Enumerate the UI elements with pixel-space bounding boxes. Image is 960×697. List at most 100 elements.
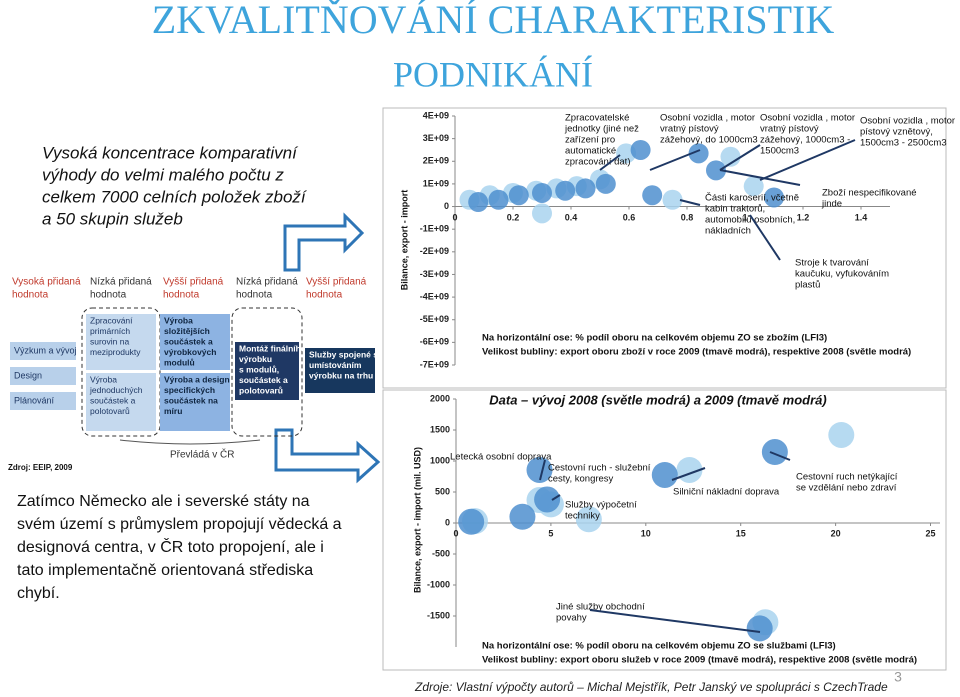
x-tick-label: 1.2 [797,212,810,222]
y-tick-label: 500 [435,486,450,496]
y-tick-label: -4E+09 [420,291,449,301]
diagram-header: Vyšší přidaná [306,277,367,288]
diagram-box-text: součástek na [164,395,218,405]
annotation: jednotky (jiné než [564,124,639,135]
annotation: plastů [795,280,820,291]
bubble [764,187,784,208]
annotation: automatické [565,146,616,157]
annotation: Osobní vozidla , motor [660,113,755,124]
stage-label: Design [14,370,42,380]
diagram-header: Nízká přidaná [90,277,152,288]
pointer-arrow [539,459,546,481]
annotation: Letecká osobní doprava [450,452,552,463]
annotation: se vzdělání nebo zdraví [796,483,897,494]
bubble [458,508,485,535]
text-line: designová centra, v ČR toto propojení, a… [17,537,324,556]
y-tick-label: 2000 [430,393,450,403]
x-tick-label: 15 [736,528,746,538]
y-tick-label: -1E+09 [420,224,449,234]
bubble [595,173,616,194]
annotation: zážehový, 1000cm3 - [760,135,850,146]
text-line: celkem 7000 celních položek zboží [42,187,308,206]
text-line: výhody do velmi malého počtu z [42,165,284,184]
diagram-box-text: surovin na [90,336,129,346]
pointer-arrow [719,169,801,186]
x-tick-label: 0.6 [623,212,636,222]
y-tick-label: -1000 [427,579,450,589]
bubble [651,461,678,488]
bubble [720,146,741,167]
diagram-box-text: polotovarů [239,385,283,395]
diagram-box-text: výrobku [239,354,272,364]
annotation: techniky [565,511,600,522]
arrow [283,212,365,272]
annotation: Silniční nákladní doprava [673,487,780,498]
annotation: 1500cm3 - 2500cm3 [860,138,947,149]
stage-label: Výzkum a vývoj [14,345,77,355]
annotation: Služby výpočetní [565,500,637,511]
diagram-box-text: polotovarů [90,406,130,416]
bubble [555,180,576,201]
x-tick-label: 0.4 [565,212,578,222]
annotation: Jiné služby obchodní [556,602,645,613]
diagram-box-text: složitějších [164,326,210,336]
y-tick-label: -7E+09 [420,359,449,369]
y-tick-label: -5E+09 [420,314,449,324]
diagram-header: hodnota [163,290,200,301]
x-tick-label: 5 [548,528,553,538]
diagram-box-text: výrobku na trhu [309,370,373,380]
bubble [532,203,552,224]
bubble [761,439,788,466]
annotation: vratný pístový [660,124,719,135]
diagram-header: Vyšší přidaná [163,277,224,288]
annotation: Zpracovatelské [565,113,629,124]
diagram-box-text: Služby spojené s [309,349,378,359]
pointer-arrow [719,144,761,171]
bubble [488,189,509,210]
stage-box [10,367,76,385]
y-tick-label: -1500 [427,610,450,620]
x-tick-label: 20 [831,528,841,538]
annotation: Cestovní ruch - služební [548,463,651,474]
annotation: Části karoserií, včetně [705,193,799,204]
pointer-arrow [599,154,621,171]
bubble [468,192,489,213]
annotation: nákladních [705,226,751,237]
pointer-arrow [671,467,706,481]
pointer-arrow [679,199,701,206]
bubble [706,160,726,181]
diagram-box [235,342,299,400]
bracket [119,439,261,445]
diagram-box [160,373,230,431]
bubble [575,506,602,533]
annotation: Osobní vozidla , motor [760,113,855,124]
diagram-box-text: Výroba [90,374,117,384]
diagram-bottom: Převládá v ČR [170,448,234,461]
annotation: Stroje k tvarování [795,258,869,269]
pointer-arrow [649,149,701,171]
x-tick-label: 0.2 [507,212,520,222]
chart-caption: Data – vývoj 2008 (světle modrá) a 2009 … [489,392,826,407]
bubble [688,143,709,164]
annotation: Zboží nespecifikované [822,188,917,199]
bubble [642,185,663,206]
annotation: pístový vznětový, [860,127,933,138]
diagram-box-text: Výroba a design [164,374,230,384]
diagram-box [305,348,375,393]
bubble [532,182,552,203]
annotation: kaučuku, vyfukováním [795,269,889,280]
annotation: jinde [821,199,842,210]
diagram-box-text: výrobkových [164,347,216,357]
diagram-header: Vysoká přidaná [12,277,81,288]
chart-note: Velikost bubliny: export oboru služeb v … [482,655,917,666]
diagram-box-text: míru [164,406,182,416]
diagram-box-text: umístováním [309,360,362,370]
diagram-box-text: součástek a [239,375,288,385]
bubble [746,615,773,642]
bubble [508,185,529,206]
diagram-box-text: specifických [164,385,215,395]
bubble [828,421,855,448]
x-tick-label: 0 [452,212,457,222]
x-tick-label: 1.4 [855,212,868,222]
